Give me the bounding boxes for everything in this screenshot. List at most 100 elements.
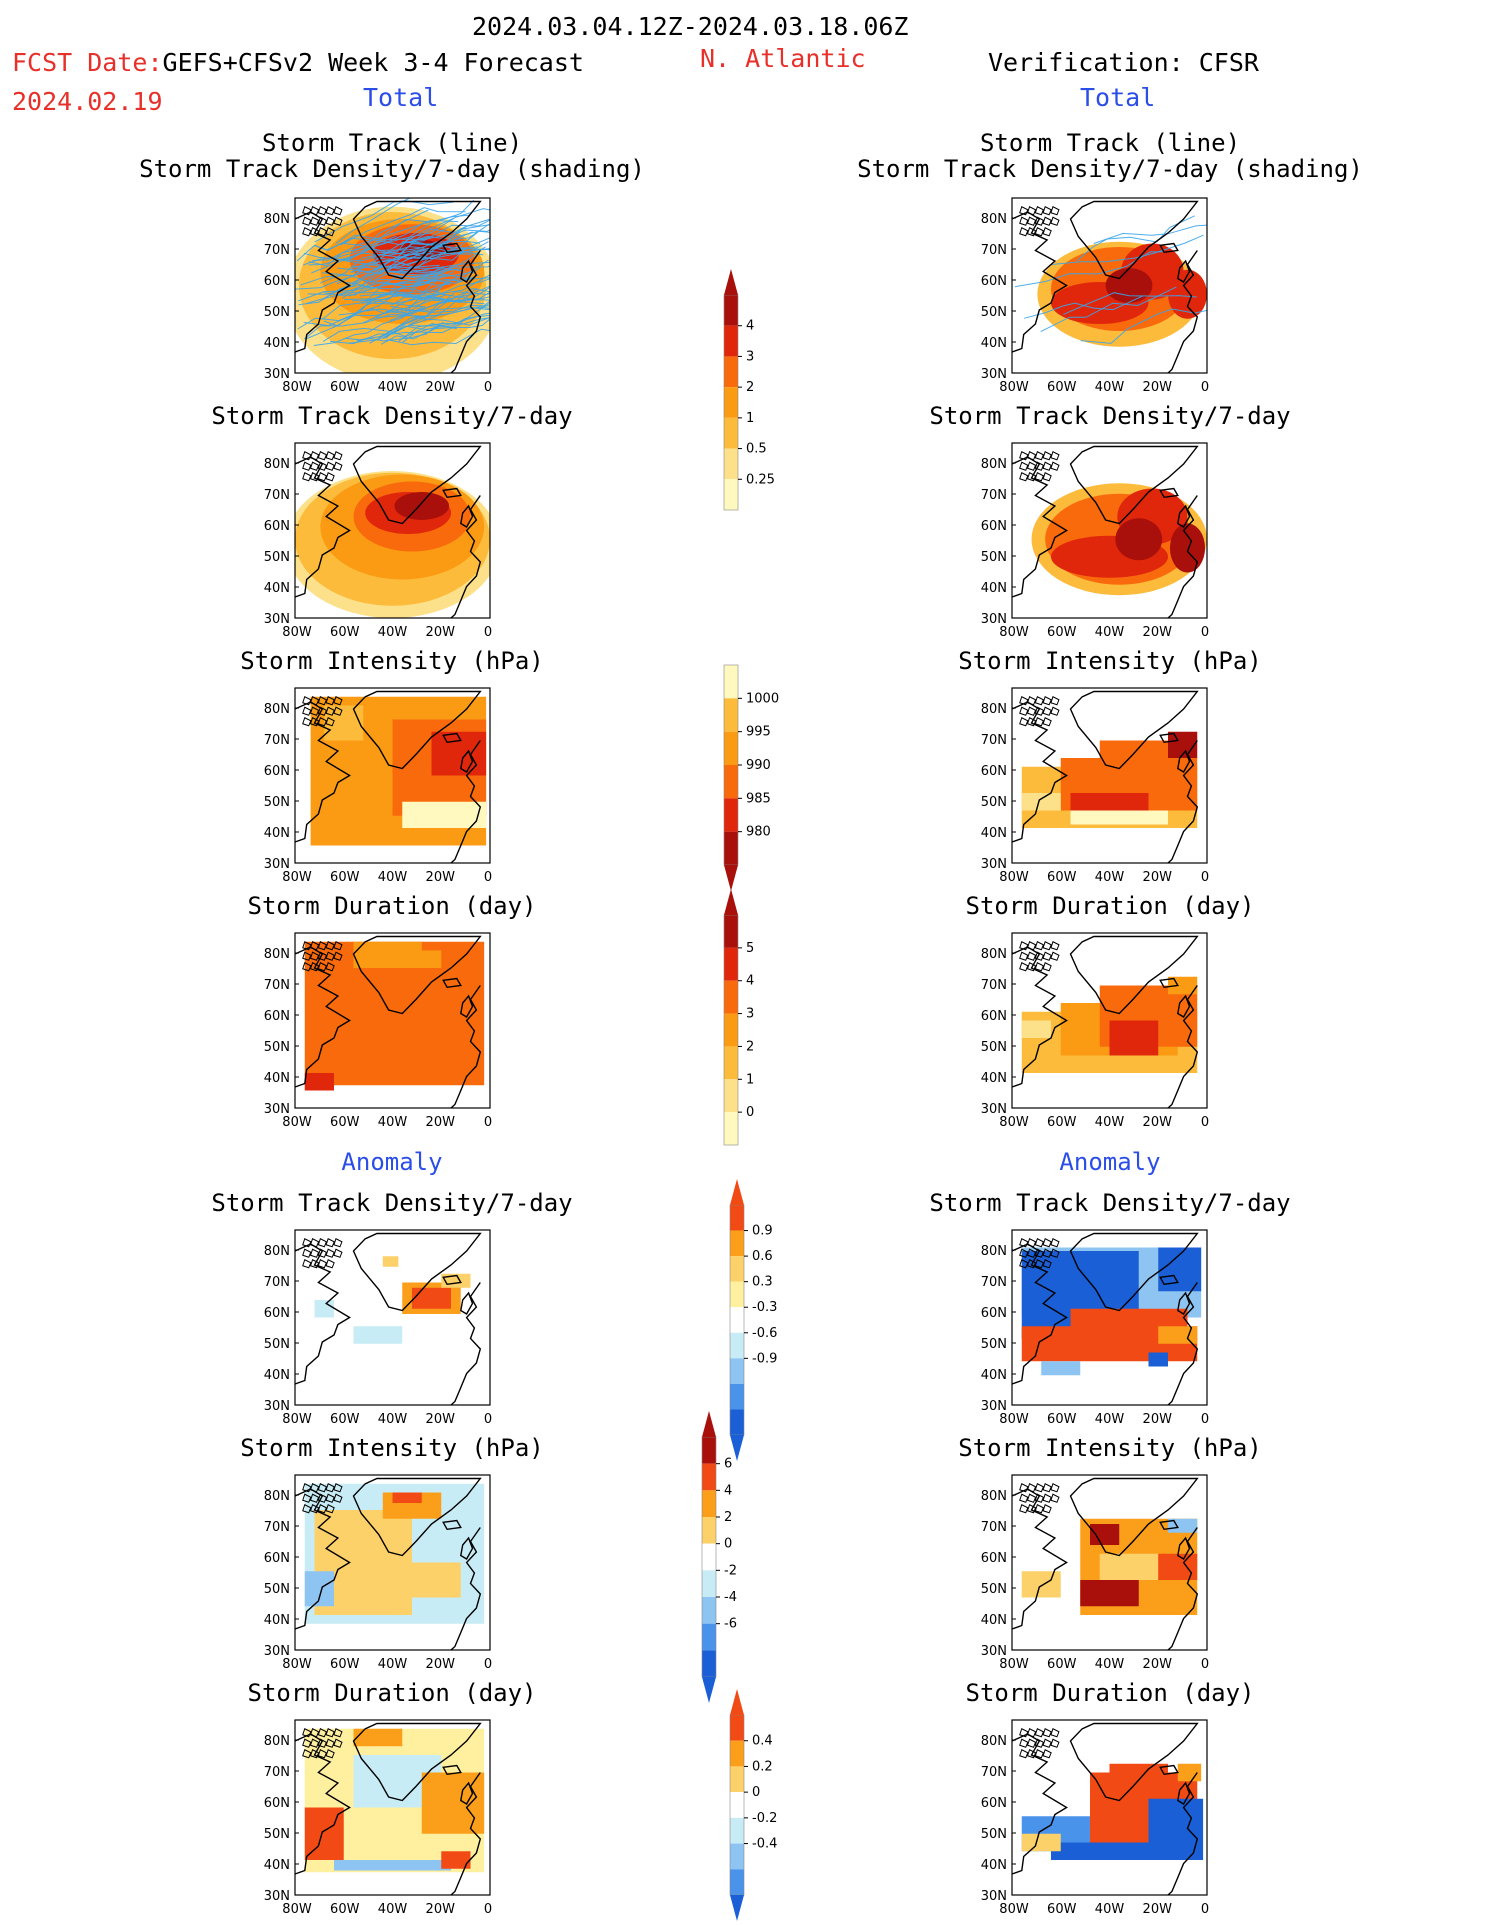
colorbar-label: 0.2 bbox=[752, 1759, 773, 1774]
lon-tick-label: 0 bbox=[1201, 625, 1209, 640]
lat-tick-label: 50N bbox=[264, 1827, 290, 1842]
region-title: N. Atlantic bbox=[700, 44, 866, 73]
lat-tick-label: 70N bbox=[981, 488, 1007, 503]
lon-tick-label: 20W bbox=[1143, 625, 1173, 640]
lat-tick-label: 60N bbox=[981, 274, 1007, 289]
lon-tick-label: 20W bbox=[1143, 1412, 1173, 1427]
lat-tick-label: 60N bbox=[264, 1551, 290, 1566]
lat-tick-label: 70N bbox=[981, 978, 1007, 993]
lat-tick-label: 30N bbox=[981, 1889, 1007, 1904]
left-duration-title: Storm Duration (day) bbox=[247, 892, 537, 920]
lat-tick-label: 30N bbox=[264, 1644, 290, 1659]
lon-tick-label: 20W bbox=[1143, 870, 1173, 885]
left-duration-anom-title: Storm Duration (day) bbox=[247, 1679, 537, 1707]
lat-tick-label: 40N bbox=[981, 1368, 1007, 1383]
lon-tick-label: 20W bbox=[426, 1902, 456, 1917]
lat-tick-label: 40N bbox=[981, 826, 1007, 841]
lon-tick-label: 40W bbox=[378, 870, 408, 885]
lat-tick-label: 30N bbox=[981, 857, 1007, 872]
lat-tick-label: 40N bbox=[264, 336, 290, 351]
lat-tick-label: 80N bbox=[981, 947, 1007, 962]
track-line-label: Storm Track (line) bbox=[979, 129, 1241, 157]
lon-tick-label: 20W bbox=[1143, 1115, 1173, 1130]
lat-tick-label: 80N bbox=[264, 702, 290, 717]
duration-anom-colorbar: 0.4 0.2 0 -0.2 -0.4 bbox=[729, 1689, 777, 1921]
colorbar-label: 995 bbox=[746, 725, 771, 740]
lat-tick-label: 50N bbox=[264, 305, 290, 320]
lat-tick-label: 70N bbox=[264, 978, 290, 993]
right-track-title: Storm Track (line) Storm Track Density/7… bbox=[857, 130, 1363, 182]
lon-tick-label: 0 bbox=[484, 625, 492, 640]
lon-tick-label: 0 bbox=[1201, 1657, 1209, 1672]
lon-tick-label: 20W bbox=[426, 1412, 456, 1427]
colorbar-label: 1 bbox=[746, 1072, 754, 1087]
lat-tick-label: 30N bbox=[264, 857, 290, 872]
lat-tick-label: 30N bbox=[264, 367, 290, 382]
colorbar-label: 0.25 bbox=[746, 472, 775, 487]
lon-tick-label: 80W bbox=[282, 380, 312, 395]
lat-tick-label: 60N bbox=[264, 519, 290, 534]
track-shading-label: Storm Track Density/7-day (shading) bbox=[857, 155, 1363, 183]
lat-tick-label: 30N bbox=[981, 367, 1007, 382]
track-shading-label: Storm Track Density/7-day (shading) bbox=[139, 155, 645, 183]
right-density-anom-title: Storm Track Density/7-day bbox=[929, 1189, 1291, 1217]
colorbar-label: 0.6 bbox=[752, 1249, 773, 1264]
period-title: 2024.03.04.12Z-2024.03.18.06Z bbox=[472, 12, 909, 41]
lat-tick-label: 40N bbox=[264, 581, 290, 596]
fcst-date: 2024.02.19 bbox=[12, 87, 163, 116]
lat-tick-label: 30N bbox=[264, 612, 290, 627]
lon-tick-label: 0 bbox=[484, 1412, 492, 1427]
lat-tick-label: 40N bbox=[981, 1858, 1007, 1873]
lon-tick-label: 40W bbox=[1095, 1902, 1125, 1917]
lon-tick-label: 40W bbox=[378, 625, 408, 640]
lat-tick-label: 50N bbox=[264, 550, 290, 565]
lat-tick-label: 70N bbox=[264, 1765, 290, 1780]
lon-tick-label: 80W bbox=[999, 870, 1029, 885]
colorbar-label: 6 bbox=[724, 1457, 732, 1472]
colorbar-label: 0.3 bbox=[752, 1275, 773, 1290]
colorbar-label: 2 bbox=[746, 380, 754, 395]
colorbar-label: -0.4 bbox=[752, 1837, 777, 1852]
lon-tick-label: 20W bbox=[1143, 1902, 1173, 1917]
lat-tick-label: 30N bbox=[981, 1644, 1007, 1659]
lat-tick-label: 40N bbox=[264, 1071, 290, 1086]
lat-tick-label: 70N bbox=[981, 1275, 1007, 1290]
lat-tick-label: 50N bbox=[264, 1040, 290, 1055]
lat-tick-label: 70N bbox=[264, 1275, 290, 1290]
lon-tick-label: 20W bbox=[426, 1115, 456, 1130]
lon-tick-label: 20W bbox=[426, 870, 456, 885]
lon-tick-label: 60W bbox=[1047, 1902, 1077, 1917]
lon-tick-label: 40W bbox=[378, 1115, 408, 1130]
lon-tick-label: 60W bbox=[1047, 1115, 1077, 1130]
lat-tick-label: 40N bbox=[264, 1858, 290, 1873]
lat-tick-label: 80N bbox=[264, 457, 290, 472]
lon-tick-label: 60W bbox=[330, 1902, 360, 1917]
lon-tick-label: 60W bbox=[1047, 1412, 1077, 1427]
lat-tick-label: 60N bbox=[264, 1306, 290, 1321]
lat-tick-label: 50N bbox=[981, 795, 1007, 810]
lat-tick-label: 30N bbox=[981, 1399, 1007, 1414]
lat-tick-label: 80N bbox=[981, 212, 1007, 227]
colorbar-label: -0.3 bbox=[752, 1300, 777, 1315]
colorbar-label: -0.2 bbox=[752, 1811, 777, 1826]
colorbar-label: 0.4 bbox=[752, 1734, 773, 1749]
lat-tick-label: 70N bbox=[981, 243, 1007, 258]
lon-tick-label: 80W bbox=[282, 1657, 312, 1672]
lon-tick-label: 40W bbox=[378, 1902, 408, 1917]
lat-tick-label: 40N bbox=[264, 1368, 290, 1383]
lon-tick-label: 80W bbox=[282, 870, 312, 885]
lat-tick-label: 40N bbox=[981, 1071, 1007, 1086]
model-name: GEFS+CFSv2 Week 3-4 Forecast bbox=[162, 48, 584, 77]
lat-tick-label: 40N bbox=[981, 336, 1007, 351]
lat-tick-label: 60N bbox=[264, 1009, 290, 1024]
lat-tick-label: 70N bbox=[981, 1765, 1007, 1780]
lon-tick-label: 40W bbox=[1095, 1115, 1125, 1130]
lon-tick-label: 60W bbox=[1047, 625, 1077, 640]
